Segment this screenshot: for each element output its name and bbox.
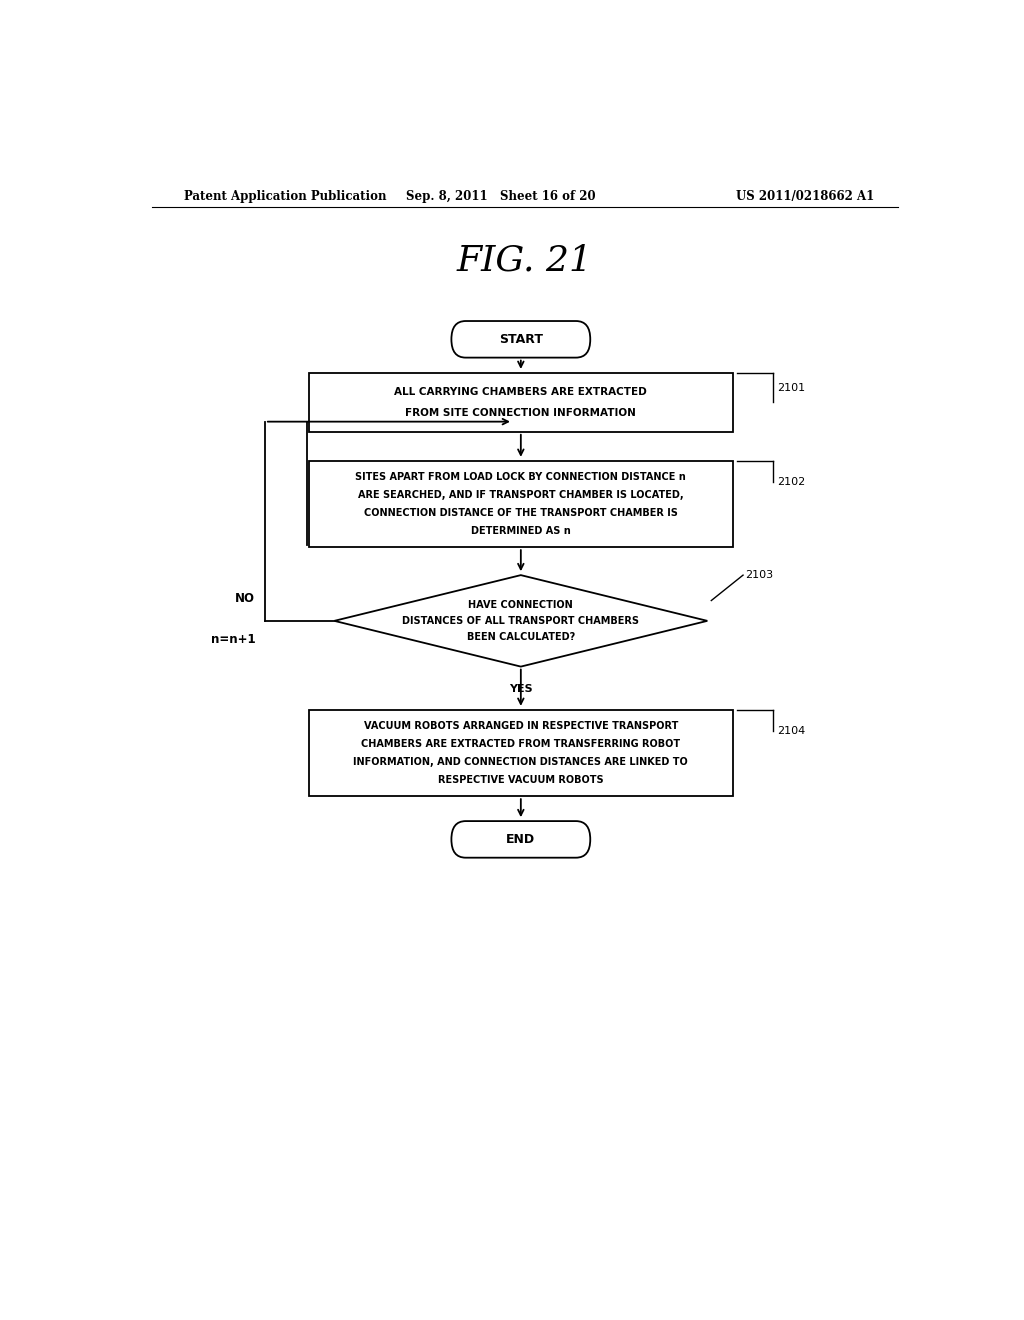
Text: DETERMINED AS n: DETERMINED AS n xyxy=(471,527,570,536)
Text: FROM SITE CONNECTION INFORMATION: FROM SITE CONNECTION INFORMATION xyxy=(406,408,636,417)
Text: START: START xyxy=(499,333,543,346)
Text: 2101: 2101 xyxy=(777,383,805,392)
Text: VACUUM ROBOTS ARRANGED IN RESPECTIVE TRANSPORT: VACUUM ROBOTS ARRANGED IN RESPECTIVE TRA… xyxy=(364,721,678,730)
Text: RESPECTIVE VACUUM ROBOTS: RESPECTIVE VACUUM ROBOTS xyxy=(438,775,603,785)
Text: BEEN CALCULATED?: BEEN CALCULATED? xyxy=(467,632,574,642)
Text: CONNECTION DISTANCE OF THE TRANSPORT CHAMBER IS: CONNECTION DISTANCE OF THE TRANSPORT CHA… xyxy=(364,508,678,519)
Text: YES: YES xyxy=(509,684,532,694)
Polygon shape xyxy=(334,576,708,667)
FancyBboxPatch shape xyxy=(452,321,590,358)
Text: n=n+1: n=n+1 xyxy=(211,632,255,645)
Text: FIG. 21: FIG. 21 xyxy=(457,243,593,277)
Text: Sep. 8, 2011   Sheet 16 of 20: Sep. 8, 2011 Sheet 16 of 20 xyxy=(407,190,596,202)
Text: ARE SEARCHED, AND IF TRANSPORT CHAMBER IS LOCATED,: ARE SEARCHED, AND IF TRANSPORT CHAMBER I… xyxy=(358,490,684,500)
Text: CHAMBERS ARE EXTRACTED FROM TRANSFERRING ROBOT: CHAMBERS ARE EXTRACTED FROM TRANSFERRING… xyxy=(361,739,680,748)
Text: HAVE CONNECTION: HAVE CONNECTION xyxy=(468,599,573,610)
Text: SITES APART FROM LOAD LOCK BY CONNECTION DISTANCE n: SITES APART FROM LOAD LOCK BY CONNECTION… xyxy=(355,471,686,482)
Bar xyxy=(308,372,733,432)
Text: INFORMATION, AND CONNECTION DISTANCES ARE LINKED TO: INFORMATION, AND CONNECTION DISTANCES AR… xyxy=(353,758,688,767)
Text: DISTANCES OF ALL TRANSPORT CHAMBERS: DISTANCES OF ALL TRANSPORT CHAMBERS xyxy=(402,616,639,626)
Text: US 2011/0218662 A1: US 2011/0218662 A1 xyxy=(735,190,873,202)
Text: ALL CARRYING CHAMBERS ARE EXTRACTED: ALL CARRYING CHAMBERS ARE EXTRACTED xyxy=(394,387,647,397)
Text: 2104: 2104 xyxy=(777,726,805,737)
FancyBboxPatch shape xyxy=(452,821,590,858)
Bar xyxy=(308,461,733,548)
Text: 2102: 2102 xyxy=(777,478,805,487)
Bar xyxy=(308,710,733,796)
Text: Patent Application Publication: Patent Application Publication xyxy=(183,190,386,202)
Text: END: END xyxy=(506,833,536,846)
Text: NO: NO xyxy=(236,591,255,605)
Text: 2103: 2103 xyxy=(745,570,773,579)
